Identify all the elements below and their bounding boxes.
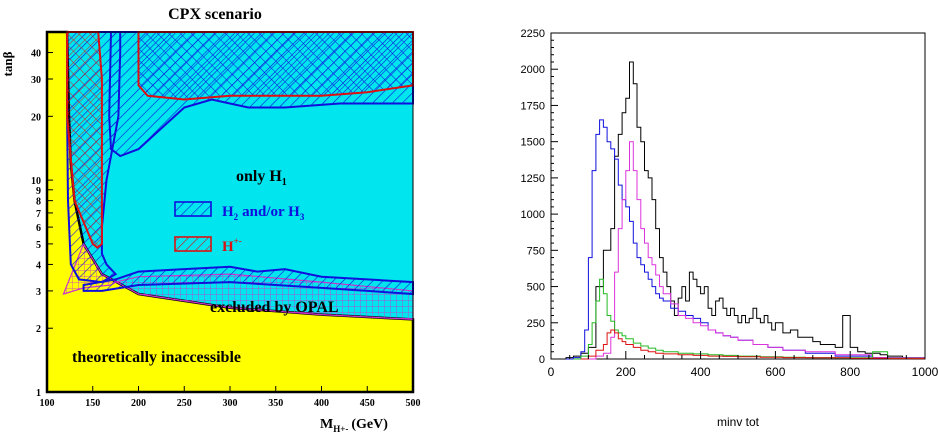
- label-only-h1: only H1: [236, 168, 287, 188]
- right-x-tick-label: 1000: [912, 365, 938, 379]
- right-y-tick-label: 0: [539, 354, 545, 366]
- left-x-tick-label: 150: [85, 398, 100, 409]
- legend-swatch-hpm: [174, 236, 212, 252]
- left-y-tick-label: 3: [36, 287, 41, 298]
- left-x-tick-label: 300: [223, 398, 238, 409]
- left-ylabel: tanβ: [0, 51, 15, 76]
- left-y-tick-label: 20: [31, 112, 41, 123]
- right-y-tick-label: 1000: [521, 209, 545, 221]
- left-y-tick-label: 40: [31, 49, 41, 60]
- hpm-top-region: [137, 31, 414, 101]
- right-x-tick-label: 400: [691, 365, 711, 379]
- left-x-tick-label: 500: [406, 398, 421, 409]
- h2h3-lower-band: [82, 265, 414, 296]
- right-plot-frame: [550, 32, 926, 360]
- right-y-tick-label: 500: [527, 282, 545, 294]
- right-chart: 0 250 500 750 1000 1250 1500 1750 2000 2250 0 200 4…: [521, 28, 938, 429]
- left-x-tick-label: 350: [268, 398, 283, 409]
- histogram-series-5: [580, 329, 926, 360]
- left-xlabel-m: M: [320, 417, 333, 432]
- label-theoretically-inaccessible: theoretically inaccessible: [72, 349, 241, 366]
- left-y-tick-label: 10: [31, 176, 41, 187]
- right-y-tick-label: 250: [527, 318, 545, 330]
- left-xlabel-sub: H+-: [333, 424, 348, 434]
- legend-label-hpm: H+-: [222, 236, 242, 255]
- left-y-tick-label: 6: [36, 223, 41, 234]
- right-y-tick-label: 2000: [521, 64, 545, 76]
- left-y-tick-label: 1: [36, 388, 41, 399]
- left-y-tick-label: 7: [36, 209, 41, 220]
- right-x-tick-label: 800: [840, 365, 860, 379]
- left-y-tick-label: 9: [36, 186, 41, 197]
- left-x-tick-label: 200: [131, 398, 146, 409]
- left-y-tick-label: 4: [36, 260, 41, 271]
- right-y-ticks: 0 250 500 750 1000 1250 1500 1750 2000 2250: [521, 28, 558, 366]
- hpm-strip: [66, 31, 103, 249]
- left-chart-title: CPX scenario: [168, 6, 262, 23]
- right-y-tick-label: 1500: [521, 137, 545, 149]
- label-excluded-opal: excluded by OPAL: [210, 299, 339, 316]
- right-x-tick-label: 600: [765, 365, 785, 379]
- left-xlabel-unit: (GeV): [351, 417, 388, 432]
- svg-text:MH+-(GeV): MH+- (GeV): [320, 417, 388, 434]
- left-x-tick-label: 450: [360, 398, 375, 409]
- legend-label-h2h3: H2 and/or H3: [222, 204, 305, 222]
- left-y-tick-label: 30: [31, 75, 41, 86]
- right-x-ticks: 0 200 400 600 800 1000: [548, 351, 938, 379]
- right-xlabel: minv tot: [717, 415, 760, 429]
- right-y-tick-label: 1750: [521, 100, 545, 112]
- histogram-series-3: [588, 141, 926, 360]
- left-xlabel: MH+- (GeV): [320, 417, 388, 434]
- right-series-group: [551, 61, 926, 360]
- right-y-tick-label: 1250: [521, 173, 545, 185]
- legend-swatch-h2h3: [174, 201, 212, 217]
- left-y-tick-label: 5: [36, 240, 41, 251]
- left-x-ticks: 100 150 200 250 300 350 400 450 500: [40, 386, 421, 409]
- right-x-tick-label: 0: [548, 365, 555, 379]
- right-y-tick-label: 750: [527, 245, 545, 257]
- right-x-tick-label: 200: [616, 365, 636, 379]
- right-y-tick-label: 2250: [521, 28, 545, 40]
- left-y-tick-label: 2: [36, 324, 41, 335]
- left-x-tick-label: 250: [177, 398, 192, 409]
- histogram-series-1: [551, 61, 926, 360]
- left-x-tick-label: 100: [40, 398, 55, 409]
- left-y-tick-label: 8: [36, 197, 41, 208]
- left-x-tick-label: 400: [314, 398, 329, 409]
